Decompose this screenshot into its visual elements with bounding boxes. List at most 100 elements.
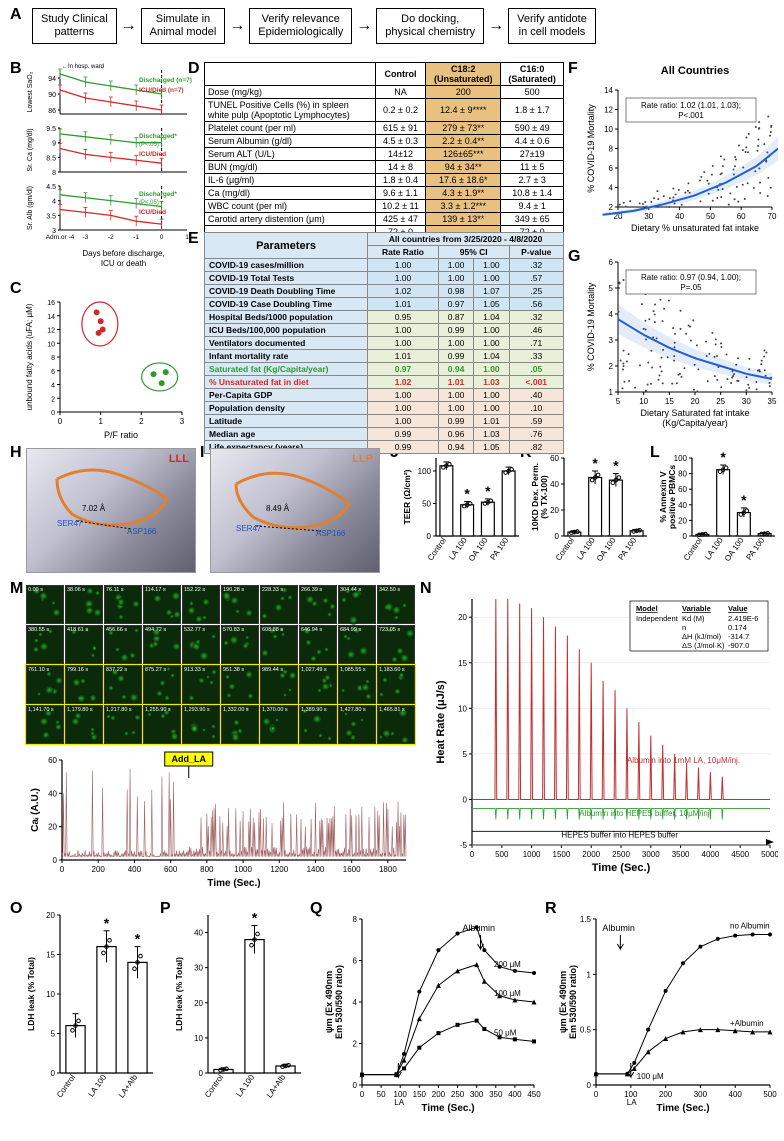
svg-text:4: 4 (609, 184, 614, 193)
svg-text:-314.7: -314.7 (728, 632, 749, 641)
label-C: C (10, 280, 22, 298)
svg-text:400: 400 (128, 865, 142, 874)
svg-text:3500: 3500 (672, 850, 690, 859)
svg-text:10: 10 (46, 990, 55, 999)
svg-text:0: 0 (470, 850, 475, 859)
svg-text:TEER (Ω/cm²): TEER (Ω/cm²) (402, 469, 412, 524)
svg-text:-5: -5 (460, 841, 468, 850)
svg-text:-1: -1 (133, 234, 139, 241)
svg-text:8: 8 (51, 355, 55, 362)
svg-text:% COVID-19 Mortality: % COVID-19 Mortality (586, 282, 596, 371)
svg-text:Add_LA: Add_LA (171, 754, 206, 764)
svg-text:50: 50 (706, 212, 715, 221)
svg-text:3: 3 (180, 417, 185, 426)
svg-text:60: 60 (48, 756, 57, 765)
svg-text:Albumin: Albumin (602, 923, 635, 933)
svg-text:Albumin into 1mM LA, 10μM/inj.: Albumin into 1mM LA, 10μM/inj. (627, 756, 740, 765)
svg-text:400: 400 (729, 1090, 743, 1099)
label-N: N (420, 580, 432, 598)
flow-box: Study Clinicalpatterns (32, 8, 117, 44)
svg-text:Variable: Variable (682, 604, 711, 613)
svg-text:0: 0 (427, 532, 432, 541)
svg-text:Rate ratio: 0.97 (0.94, 1.00);: Rate ratio: 0.97 (0.94, 1.00); (641, 273, 741, 282)
svg-text:2: 2 (51, 396, 55, 403)
svg-text:0: 0 (51, 410, 55, 417)
flowchart: Study Clinicalpatterns→Simulate inAnimal… (32, 8, 596, 44)
panel-L-chart: 020406080100Control*LA 100*OA 100PA 100%… (656, 448, 781, 578)
svg-text:LA: LA (627, 1098, 637, 1107)
svg-text:no Albumin: no Albumin (730, 921, 770, 930)
svg-text:0.174: 0.174 (728, 623, 747, 632)
svg-text:*: * (592, 455, 598, 471)
svg-text:1: 1 (587, 970, 592, 979)
svg-text:10: 10 (47, 341, 55, 348)
svg-text:*: * (720, 449, 726, 465)
svg-text:0: 0 (463, 795, 468, 804)
svg-text:1600: 1600 (343, 865, 361, 874)
svg-text:40: 40 (48, 789, 57, 798)
svg-text:Value: Value (728, 604, 748, 613)
svg-text:+Albumin: +Albumin (730, 1019, 764, 1028)
svg-text:100: 100 (418, 467, 432, 476)
label-F: F (568, 60, 578, 78)
svg-text:100: 100 (674, 454, 688, 463)
svg-text:8: 8 (609, 145, 614, 154)
svg-text:ICU/Died: ICU/Died (139, 209, 166, 216)
svg-text:Rate ratio: 1.02 (1.01, 1.03);: Rate ratio: 1.02 (1.01, 1.03); (641, 101, 741, 110)
svg-text:Model: Model (636, 604, 658, 613)
svg-text:200: 200 (92, 865, 106, 874)
svg-text:0: 0 (53, 856, 58, 865)
svg-text:*: * (485, 483, 491, 499)
svg-text:1500: 1500 (553, 850, 571, 859)
svg-text:Sr. Ca (mg/dl): Sr. Ca (mg/dl) (27, 128, 34, 171)
panel-D-table: ControlC18:2(Unsaturated)C16:0(Saturated… (204, 62, 564, 249)
svg-text:4.5: 4.5 (46, 184, 56, 191)
svg-text:15: 15 (458, 659, 467, 668)
svg-text:94: 94 (48, 76, 56, 83)
svg-text:Lowest SaO₂: Lowest SaO₂ (27, 71, 34, 112)
svg-text:1: 1 (185, 234, 189, 241)
svg-text:*: * (741, 492, 747, 508)
svg-text:1800: 1800 (379, 865, 397, 874)
svg-text:12: 12 (604, 106, 613, 115)
svg-text:1000: 1000 (523, 850, 541, 859)
svg-text:8.5: 8.5 (46, 155, 56, 162)
svg-text:0.5: 0.5 (580, 1026, 592, 1035)
svg-text:*: * (464, 486, 470, 502)
svg-text:4: 4 (51, 383, 55, 390)
svg-text:350: 350 (489, 1090, 503, 1099)
label-B: B (10, 60, 22, 78)
svg-text:15: 15 (665, 397, 674, 406)
svg-text:LA 100: LA 100 (234, 1073, 256, 1099)
label-Q: Q (310, 900, 322, 918)
panel-J-chart: 050100Control*LA 100*OA 100PA 100TEER (Ω… (400, 448, 525, 578)
svg-text:Albumin: Albumin (462, 923, 495, 933)
svg-text:90: 90 (48, 92, 56, 99)
svg-text:←In hosp. ward: ←In hosp. ward (62, 64, 104, 70)
svg-text:86: 86 (48, 108, 56, 115)
svg-text:*: * (613, 458, 619, 474)
svg-text:(P<.05): (P<.05) (139, 200, 159, 206)
svg-text:10: 10 (194, 1034, 203, 1043)
svg-text:Em 530/590 ratio): Em 530/590 ratio) (568, 965, 578, 1039)
panel-K-chart: 0204060Control*LA 100*OA 100PA 10010KD D… (528, 448, 653, 578)
svg-text:3: 3 (609, 336, 614, 345)
svg-text:P=.05: P=.05 (680, 283, 702, 292)
svg-text:Independent: Independent (636, 614, 679, 623)
svg-text:4500: 4500 (731, 850, 749, 859)
svg-text:20: 20 (48, 823, 57, 832)
panel-P-chart: 010203040Control*LA 100LA+AlbLDH leak (%… (172, 905, 307, 1125)
svg-text:Time (Sec.): Time (Sec.) (656, 1103, 709, 1114)
svg-text:15: 15 (46, 951, 55, 960)
svg-text:0: 0 (555, 532, 560, 541)
svg-text:0: 0 (160, 234, 164, 241)
svg-text:30: 30 (644, 212, 653, 221)
svg-text:ICU/Died (n=7): ICU/Died (n=7) (139, 87, 184, 94)
svg-text:PA 100: PA 100 (616, 536, 638, 562)
svg-text:200: 200 (659, 1090, 673, 1099)
svg-text:Control: Control (55, 1073, 77, 1099)
svg-text:60: 60 (678, 485, 687, 494)
svg-text:40: 40 (550, 480, 559, 489)
svg-text:ψm (Ex 490nm: ψm (Ex 490nm (558, 971, 568, 1033)
panel-E-table: ParametersAll countries from 3/25/2020 -… (204, 232, 564, 454)
